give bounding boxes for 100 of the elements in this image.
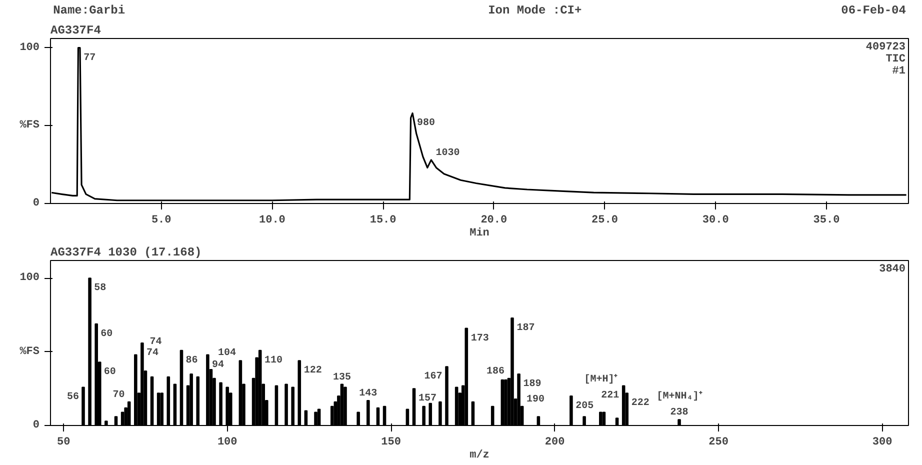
- bar: [274, 385, 278, 426]
- annotation: 86: [186, 355, 198, 366]
- annotation: [M+H]⁺: [584, 374, 618, 386]
- annotation: 60: [100, 328, 113, 340]
- bar: [166, 376, 170, 426]
- bar: [330, 406, 334, 426]
- x-tick-label: 300: [872, 436, 892, 448]
- annotation: TIC: [886, 54, 906, 66]
- annotation: 94: [212, 360, 224, 371]
- bar: [94, 323, 98, 426]
- x-tick-label: 20.0: [480, 214, 508, 226]
- bar: [140, 342, 144, 426]
- x-tick-label: 100: [217, 436, 238, 448]
- bar: [412, 388, 416, 426]
- bar: [291, 386, 294, 426]
- bar: [500, 379, 504, 426]
- annotation: 58: [94, 283, 106, 294]
- annotation: 238: [670, 408, 688, 419]
- bar: [82, 386, 85, 426]
- annotation: 110: [264, 355, 283, 366]
- bar: [180, 350, 184, 426]
- annotation: 122: [304, 366, 322, 377]
- bar: [150, 376, 154, 426]
- chart-title: AG337F4: [50, 24, 101, 38]
- annotation: 74: [150, 336, 162, 348]
- x-axis-title: Min: [470, 228, 490, 240]
- annotation: #1: [892, 66, 906, 78]
- annotation: 70: [112, 390, 125, 401]
- annotation: 190: [526, 394, 545, 406]
- x-tick-label: 10.0: [259, 214, 286, 226]
- text: Name:Garbi: [53, 4, 126, 18]
- annotation: 221: [601, 390, 620, 402]
- bar: [160, 392, 164, 426]
- bar: [219, 382, 222, 426]
- annotation: 135: [332, 372, 351, 384]
- bar: [599, 412, 602, 426]
- y-tick-label: 100: [20, 272, 40, 284]
- x-tick-label: 35.0: [813, 214, 840, 226]
- text: Ion Mode :CI+: [488, 4, 582, 18]
- bar: [238, 360, 242, 426]
- annotation: 3840: [879, 264, 906, 276]
- bar: [464, 328, 468, 426]
- annotation: 205: [576, 401, 594, 412]
- annotation: 1030: [436, 148, 460, 159]
- bar: [428, 402, 432, 426]
- bar: [366, 400, 370, 426]
- bar: [156, 392, 160, 426]
- x-tick-label: 50: [57, 436, 70, 448]
- x-tick-label: 15.0: [370, 214, 396, 226]
- y-tick-label: %FS: [20, 120, 40, 132]
- bar: [88, 278, 92, 426]
- annotation: 74: [146, 348, 159, 359]
- y-tick-label: 0: [32, 198, 40, 210]
- bar: [120, 412, 124, 426]
- bar: [190, 373, 193, 426]
- bar: [356, 412, 360, 426]
- annotation: 980: [416, 118, 436, 130]
- bar: [298, 360, 302, 426]
- bar: [104, 420, 108, 426]
- bar: [504, 379, 508, 426]
- bar: [344, 386, 347, 426]
- bar: [206, 354, 210, 426]
- bar: [196, 376, 200, 426]
- x-tick-label: 200: [544, 436, 565, 448]
- annotation: 56: [66, 392, 79, 404]
- bar: [127, 401, 131, 426]
- annotation: 77: [84, 52, 96, 64]
- annotation: 60: [104, 367, 116, 378]
- bar: [582, 416, 586, 426]
- x-tick-label: 150: [381, 436, 401, 448]
- x-tick-label: 250: [708, 436, 728, 448]
- bar: [678, 419, 681, 426]
- bar: [622, 385, 626, 426]
- annotation: 409723: [866, 42, 906, 54]
- x-tick-label: 5.0: [151, 214, 172, 226]
- annotation: 222: [631, 398, 650, 410]
- chart-title: AG337F4 1030 (17.168): [50, 246, 202, 260]
- x-tick-label: 25.0: [592, 214, 618, 226]
- annotation: 143: [359, 388, 378, 400]
- bar: [134, 354, 138, 426]
- bar: [173, 384, 177, 426]
- bar: [602, 412, 606, 426]
- text: 06-Feb-04: [841, 4, 906, 18]
- x-axis-title: m/z: [470, 450, 490, 462]
- annotation: 189: [523, 378, 542, 390]
- annotation: 104: [218, 348, 236, 359]
- bar: [517, 373, 520, 426]
- bar: [284, 384, 288, 426]
- bar: [510, 317, 514, 426]
- annotation: 187: [516, 322, 535, 334]
- annotation: [M+NH₄]⁺: [656, 390, 703, 403]
- annotation: 173: [470, 333, 489, 344]
- bar: [314, 412, 318, 426]
- x-tick-label: 30.0: [702, 214, 729, 226]
- bar: [454, 386, 458, 426]
- annotation: 157: [418, 394, 436, 405]
- bar: [445, 366, 448, 426]
- bar: [471, 401, 475, 426]
- y-tick-label: 0: [32, 420, 40, 432]
- y-tick-label: %FS: [20, 346, 40, 358]
